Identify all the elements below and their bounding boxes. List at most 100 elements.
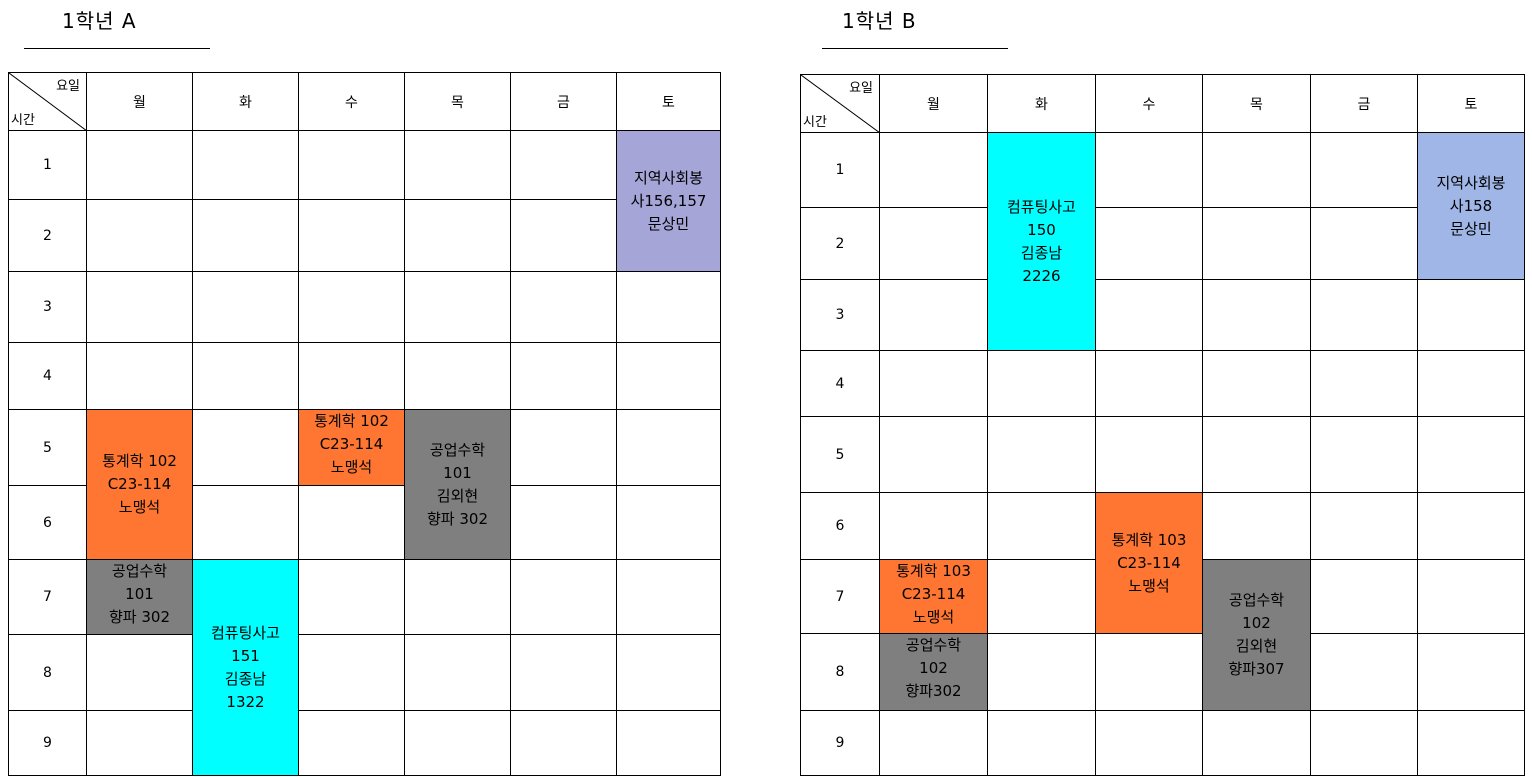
day-header: 화 [192, 72, 299, 131]
timetable-cell [1310, 207, 1418, 280]
timetable-cell [86, 271, 193, 343]
timetable-cell [1095, 633, 1203, 711]
course-line: 노맹석 [330, 458, 373, 476]
timetable-cell [192, 199, 299, 272]
course-line: 향파307 [1228, 660, 1285, 678]
timetable-title: 1학년 B [842, 9, 917, 33]
timetable-cell [1095, 416, 1203, 493]
timetable-cell [1095, 710, 1203, 776]
timetable-cell [616, 409, 721, 486]
course-line: 향파 302 [109, 608, 170, 626]
timetable-cell [86, 710, 193, 776]
course-block: 공업수학 102 향파302 [879, 633, 988, 711]
course-line: 노맹석 [118, 498, 161, 516]
timetable-cell [298, 130, 405, 200]
course-block: 지역사회봉 사156,157 문상민 [616, 130, 721, 272]
course-line: 향파 302 [427, 509, 488, 528]
timetable-cell [86, 634, 193, 711]
course-line: 통계학 102 [314, 412, 389, 430]
course-block: 통계학 103 C23-114 노맹석 [1095, 492, 1203, 634]
course-line: 김외현 [436, 486, 479, 505]
course-line: 지역사회봉 [633, 168, 703, 187]
timetable-cell [86, 342, 193, 410]
day-header: 금 [1310, 74, 1418, 133]
timetable-cell [404, 634, 511, 711]
header-corner: 요일 시간 [800, 74, 880, 133]
timetable-cell [404, 710, 511, 776]
period-label: 4 [8, 342, 87, 410]
day-header: 수 [298, 72, 405, 131]
course-block: 통계학 102 C23-114 노맹석 [298, 409, 405, 486]
timetable-cell [1310, 416, 1418, 493]
course-block: 통계학 103 C23-114 노맹석 [879, 559, 988, 634]
timetable-cell [298, 710, 405, 776]
course-line: 컴퓨팅사고 [1006, 197, 1076, 216]
course-line: 102 [1242, 614, 1271, 632]
timetable-cell [1417, 492, 1525, 560]
period-label: 2 [8, 199, 87, 272]
timetable-cell [616, 271, 721, 343]
corner-period-label: 시간 [803, 115, 827, 130]
timetable-cell [298, 271, 405, 343]
timetable-cell [1202, 207, 1311, 280]
course-block: 공업수학 101 향파 302 [86, 559, 193, 635]
timetable-title: 1학년 A [62, 9, 137, 33]
timetable-cell [1202, 710, 1311, 776]
timetable-cell [86, 130, 193, 200]
course-line: 101 [443, 463, 472, 482]
course-line: C23-114 [319, 435, 384, 453]
period-label: 1 [8, 130, 87, 200]
timetable-cell [510, 710, 617, 776]
timetable-cell [879, 416, 988, 493]
timetable-cell [510, 199, 617, 272]
timetable-cell [1202, 279, 1311, 351]
timetable-cell [1417, 710, 1525, 776]
course-line: C23-114 [1117, 553, 1181, 572]
timetable-cell [879, 207, 988, 280]
course-line: 공업수학 [1228, 591, 1285, 609]
timetable-cell [616, 634, 721, 711]
period-label: 7 [800, 559, 880, 634]
period-label: 3 [8, 271, 87, 343]
timetable-cell [987, 416, 1096, 493]
period-label: 8 [8, 634, 87, 711]
timetable-cell [616, 559, 721, 635]
period-label: 3 [800, 279, 880, 351]
period-label: 7 [8, 559, 87, 635]
period-label: 2 [800, 207, 880, 280]
timetable-cell [1417, 350, 1525, 417]
course-line: 사158 [1449, 196, 1493, 215]
period-label: 5 [8, 409, 87, 486]
timetable-cell [404, 342, 511, 410]
course-block: 컴퓨팅사고 151 김종남 1322 [192, 559, 299, 776]
course-line: 컴퓨팅사고 [210, 623, 280, 642]
course-line: 102 [919, 659, 948, 677]
timetable-cell [616, 342, 721, 410]
course-line: 문상민 [1450, 219, 1492, 238]
timetable-cell [1310, 710, 1418, 776]
period-label: 6 [8, 485, 87, 560]
timetable-cell [510, 130, 617, 200]
day-header: 토 [1417, 74, 1525, 133]
course-line: 150 [1027, 220, 1056, 239]
timetable-cell [1202, 132, 1311, 208]
course-line: 사156,157 [630, 191, 707, 210]
course-line: 통계학 103 [1111, 530, 1187, 549]
course-block: 컴퓨팅사고 150 김종남 2226 [987, 132, 1096, 351]
course-line: 노맹석 [912, 608, 955, 626]
timetable-cell [616, 485, 721, 560]
course-line: 통계학 103 [896, 562, 971, 580]
course-line: 공업수학 [111, 562, 168, 580]
course-line: 향파302 [905, 682, 962, 700]
timetable-cell [987, 492, 1096, 560]
timetable-cell [510, 634, 617, 711]
course-line: 공업수학 [429, 440, 486, 459]
timetable-cell [298, 342, 405, 410]
timetable-cell [987, 710, 1096, 776]
day-header: 금 [510, 72, 617, 131]
course-line: 김외현 [1235, 637, 1278, 655]
timetable-cell [1095, 350, 1203, 417]
timetable-cell [510, 559, 617, 635]
timetable-cell [1202, 350, 1311, 417]
